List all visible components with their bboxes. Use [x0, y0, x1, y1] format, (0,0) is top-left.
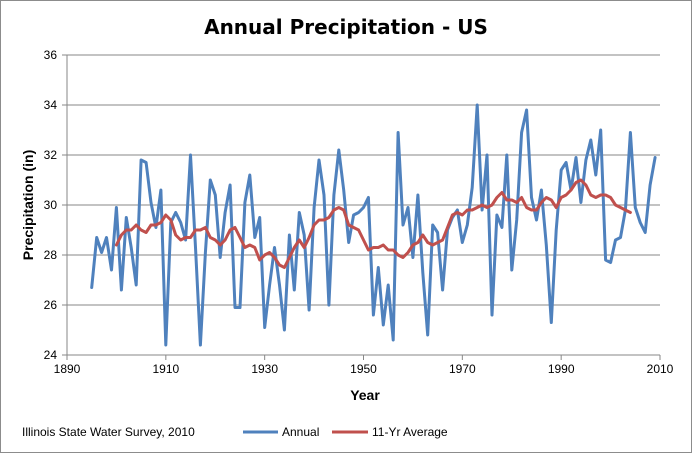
- x-tick-label-2010: 2010: [647, 362, 674, 376]
- x-tick-label-1990: 1990: [548, 362, 575, 376]
- y-axis-title: Precipitation (in): [20, 150, 36, 260]
- legend: Annual 11-Yr Average: [243, 425, 448, 439]
- x-axis-title: Year: [350, 387, 380, 403]
- y-tick-label-32: 32: [44, 148, 58, 162]
- y-tick-label-24: 24: [44, 348, 58, 362]
- y-tick-labels: 24 26 28 30 32 34 36: [44, 48, 58, 362]
- x-tick-labels: 1890 1910 1930 1950 1970 1990 2010: [54, 362, 674, 376]
- x-tick-label-1950: 1950: [350, 362, 377, 376]
- chart-title: Annual Precipitation - US: [204, 15, 488, 39]
- legend-label-11yr-average: 11-Yr Average: [372, 425, 448, 439]
- series-line-annual: [90, 103, 657, 347]
- y-tick-label-30: 30: [44, 198, 58, 212]
- y-tick-label-28: 28: [44, 248, 58, 262]
- x-tick-label-1970: 1970: [449, 362, 476, 376]
- x-tick-label-1890: 1890: [54, 362, 81, 376]
- y-tick-label-36: 36: [44, 48, 58, 62]
- y-tick-label-34: 34: [44, 98, 58, 112]
- legend-label-annual: Annual: [282, 425, 319, 439]
- axes: [62, 54, 661, 360]
- x-tick-label-1910: 1910: [152, 362, 179, 376]
- y-tick-label-26: 26: [44, 298, 58, 312]
- data-credit: Illinois State Water Survey, 2010: [22, 425, 195, 439]
- series-line-11yr-average: [114, 178, 632, 269]
- series-lines: [90, 103, 657, 347]
- x-tick-label-1930: 1930: [251, 362, 278, 376]
